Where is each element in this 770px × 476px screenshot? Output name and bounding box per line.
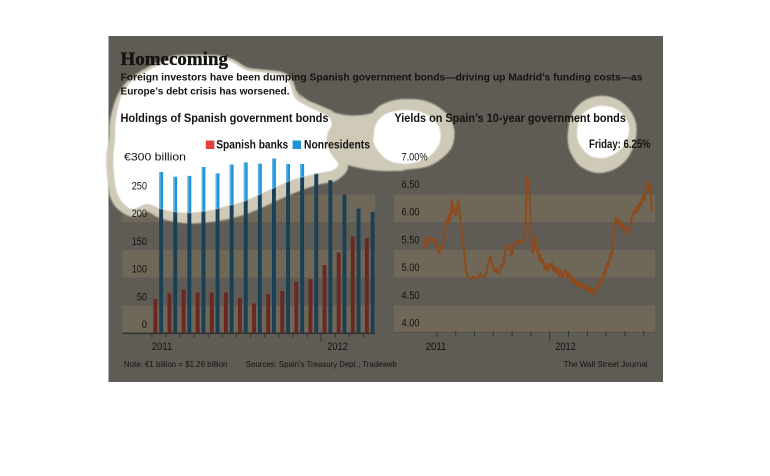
svg-text:4.00: 4.00 — [402, 318, 420, 330]
svg-text:Note: €1 billion = $1.26 billi: Note: €1 billion = $1.26 billion — [124, 359, 228, 369]
svg-text:100: 100 — [132, 264, 147, 276]
svg-text:2011: 2011 — [426, 341, 447, 353]
svg-text:2012: 2012 — [327, 341, 348, 353]
svg-text:5.50: 5.50 — [402, 234, 420, 246]
svg-text:2012: 2012 — [555, 341, 576, 353]
svg-text:150: 150 — [132, 236, 147, 248]
svg-text:0: 0 — [142, 319, 147, 331]
svg-text:Friday: 6.25%: Friday: 6.25% — [589, 139, 651, 151]
svg-text:7.00%: 7.00% — [402, 151, 428, 163]
svg-text:50: 50 — [137, 291, 147, 303]
svg-text:2011: 2011 — [152, 341, 173, 353]
svg-text:6.00: 6.00 — [402, 207, 420, 219]
svg-text:Spanish banks: Spanish banks — [216, 140, 288, 152]
svg-text:The Wall Street Journal: The Wall Street Journal — [564, 359, 648, 369]
svg-text:Sources: Spain’s Treasury Dept: Sources: Spain’s Treasury Dept.; Tradewe… — [246, 359, 397, 369]
svg-text:Homecoming: Homecoming — [121, 49, 229, 70]
svg-text:Europe’s debt crisis has worse: Europe’s debt crisis has worsened. — [121, 87, 290, 98]
svg-text:Foreign investors have been du: Foreign investors have been dumping Span… — [121, 73, 643, 84]
svg-text:Yields on Spain’s 10-year gove: Yields on Spain’s 10-year government bon… — [394, 111, 626, 125]
svg-text:6.50: 6.50 — [402, 179, 420, 191]
svg-text:200: 200 — [132, 208, 147, 220]
svg-text:Nonresidents: Nonresidents — [304, 140, 370, 152]
svg-text:250: 250 — [132, 181, 147, 193]
svg-text:4.50: 4.50 — [402, 290, 420, 302]
svg-text:€300 billion: €300 billion — [124, 152, 186, 164]
svg-text:5.00: 5.00 — [402, 262, 420, 274]
svg-text:Holdings of Spanish government: Holdings of Spanish government bonds — [121, 111, 329, 125]
